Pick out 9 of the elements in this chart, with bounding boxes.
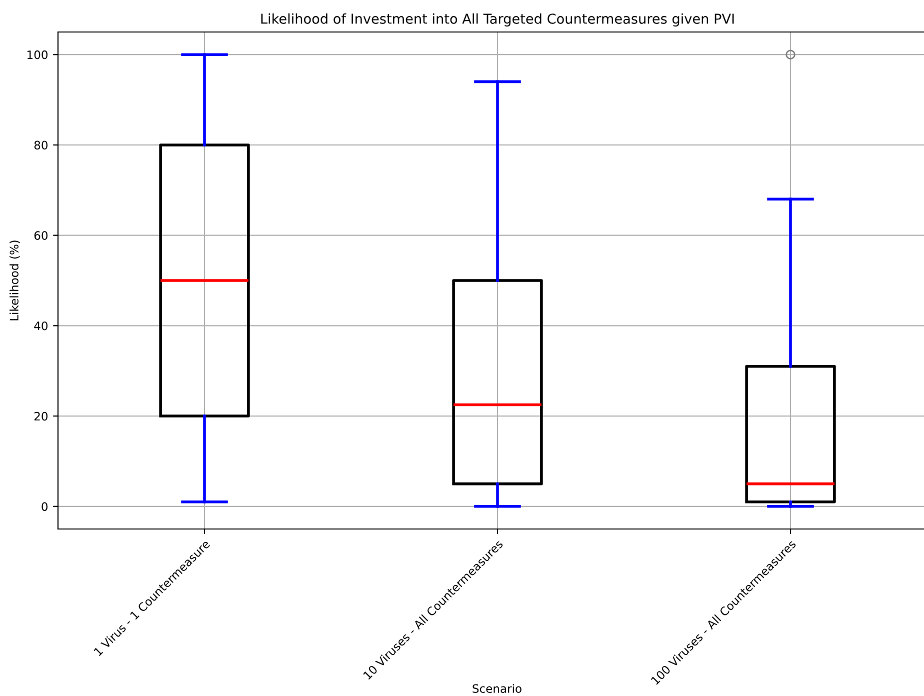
x-axis-title: Scenario: [472, 684, 522, 693]
y-tick-label: 60: [34, 231, 48, 240]
y-tick-label: 100: [28, 50, 48, 60]
y-tick-label: 0: [42, 502, 48, 511]
y-tick-label: 20: [34, 412, 48, 421]
y-tick-label: 40: [34, 322, 48, 330]
y-tick-label: 80: [34, 140, 48, 150]
y-axis-title: Likelihood (%): [10, 240, 20, 320]
chart-title: Likelihood of Investment into All Targeted Countermeasures given PVI: [261, 13, 734, 26]
